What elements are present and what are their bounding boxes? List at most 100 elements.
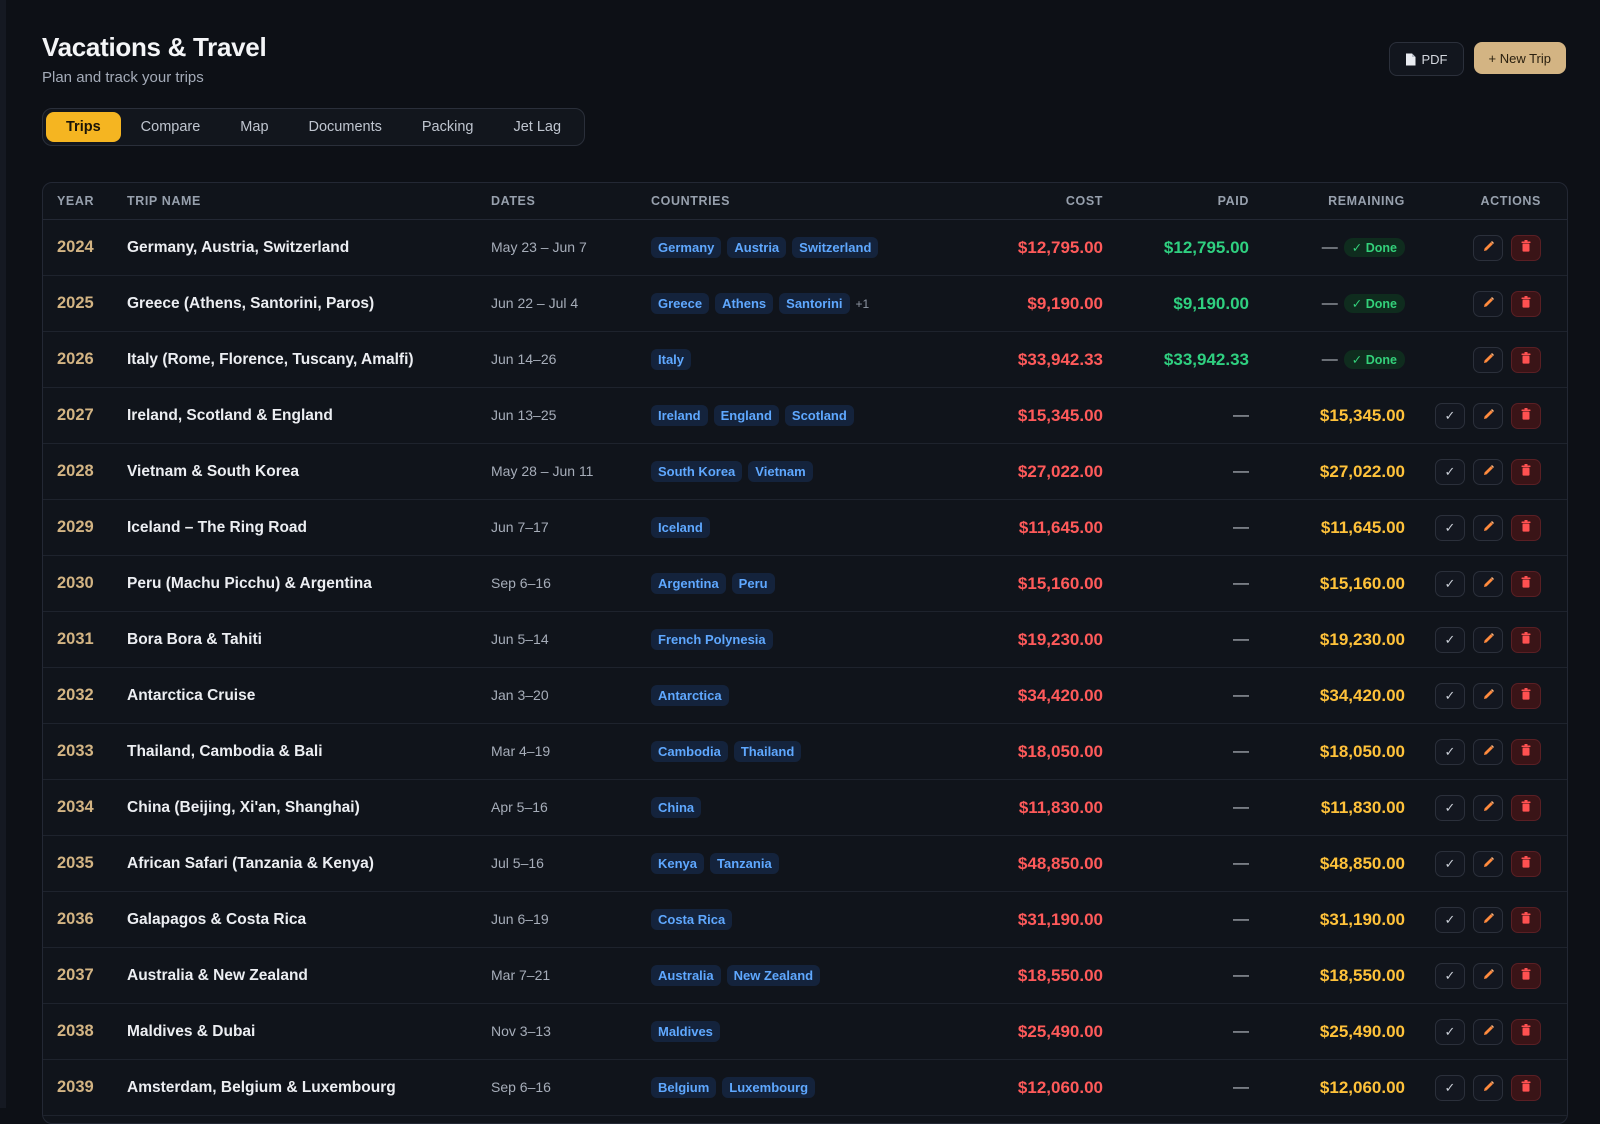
- edit-button[interactable]: [1473, 794, 1503, 821]
- country-chip[interactable]: Antarctica: [651, 685, 729, 706]
- trip-name[interactable]: Greece (Athens, Santorini, Paros): [127, 294, 375, 312]
- table-row[interactable]: 2034 China (Beijing, Xi'an, Shanghai) Apr …: [43, 780, 1567, 836]
- tab-documents[interactable]: Documents: [308, 119, 382, 135]
- country-chip[interactable]: Peru: [731, 573, 775, 594]
- delete-button[interactable]: [1511, 234, 1541, 261]
- delete-button[interactable]: [1511, 850, 1541, 877]
- country-chip[interactable]: Tanzania: [710, 853, 779, 874]
- table-row[interactable]: 2024 Germany, Austria, Switzerland May 23 …: [43, 220, 1567, 276]
- edit-button[interactable]: [1473, 458, 1503, 485]
- table-row[interactable]: 2037 Australia & New Zealand Mar 7–21 Austr…: [43, 948, 1567, 1004]
- trip-name[interactable]: Galapagos & Costa Rica: [127, 910, 307, 928]
- table-row[interactable]: 2026 Italy (Rome, Florence, Tuscany, Amal…: [43, 332, 1567, 388]
- edit-button[interactable]: [1473, 1018, 1503, 1045]
- trip-name[interactable]: African Safari (Tanzania & Kenya): [127, 854, 374, 872]
- country-chip[interactable]: Thailand: [733, 741, 802, 762]
- country-chip[interactable]: New Zealand: [726, 965, 821, 986]
- table-row[interactable]: 2032 Antarctica Cruise Jan 3–20 Antarctica $…: [43, 668, 1567, 724]
- country-chip[interactable]: Luxembourg: [722, 1077, 816, 1098]
- column-header-paid[interactable]: PAID: [1217, 194, 1249, 208]
- delete-button[interactable]: [1511, 458, 1541, 485]
- column-header-year[interactable]: YEAR: [57, 194, 95, 208]
- country-chip[interactable]: Australia: [651, 965, 721, 986]
- country-chip[interactable]: Kenya: [651, 853, 705, 874]
- column-header-countries[interactable]: COUNTRIES: [651, 194, 731, 208]
- mark-paid-button[interactable]: ✓: [1435, 738, 1465, 765]
- delete-button[interactable]: [1511, 290, 1541, 317]
- mark-paid-button[interactable]: ✓: [1435, 1074, 1465, 1101]
- column-header-trip-name[interactable]: TRIP NAME: [127, 194, 201, 208]
- delete-button[interactable]: [1511, 1074, 1541, 1101]
- country-chip[interactable]: Santorini: [779, 293, 850, 314]
- edit-button[interactable]: [1473, 570, 1503, 597]
- table-row[interactable]: 2033 Thailand, Cambodia & Bali Mar 4–19 Cam…: [43, 724, 1567, 780]
- column-header-remaining[interactable]: REMAINING: [1328, 194, 1405, 208]
- mark-paid-button[interactable]: ✓: [1435, 682, 1465, 709]
- country-chip[interactable]: Cambodia: [651, 741, 728, 762]
- edit-button[interactable]: [1473, 234, 1503, 261]
- country-chip[interactable]: Costa Rica: [651, 909, 733, 930]
- trip-name[interactable]: Amsterdam, Belgium & Luxembourg: [127, 1078, 396, 1096]
- table-row[interactable]: 2038 Maldives & Dubai Nov 3–13 Maldives $25,…: [43, 1004, 1567, 1060]
- edit-button[interactable]: [1473, 850, 1503, 877]
- edit-button[interactable]: [1473, 738, 1503, 765]
- country-chip[interactable]: Maldives: [651, 1021, 720, 1042]
- table-row[interactable]: 2025 Greece (Athens, Santorini, Paros) Jun…: [43, 276, 1567, 332]
- table-row[interactable]: 2028 Vietnam & South Korea May 28 – Jun 11…: [43, 444, 1567, 500]
- trip-name[interactable]: Italy (Rome, Florence, Tuscany, Amalfi): [127, 350, 414, 368]
- country-chip[interactable]: Greece: [651, 293, 710, 314]
- country-chip[interactable]: Austria: [727, 237, 787, 258]
- country-chip[interactable]: South Korea: [651, 461, 743, 482]
- delete-button[interactable]: [1511, 346, 1541, 373]
- country-chip[interactable]: England: [713, 405, 779, 426]
- edit-button[interactable]: [1473, 962, 1503, 989]
- table-row[interactable]: 2027 Ireland, Scotland & England Jun 13–25…: [43, 388, 1567, 444]
- table-row[interactable]: 2031 Bora Bora & Tahiti Jun 5–14 French Pol…: [43, 612, 1567, 668]
- trip-name[interactable]: Antarctica Cruise: [127, 686, 256, 704]
- table-row[interactable]: 2030 Peru (Machu Picchu) & Argentina Sep 6…: [43, 556, 1567, 612]
- edit-button[interactable]: [1473, 682, 1503, 709]
- delete-button[interactable]: [1511, 1018, 1541, 1045]
- table-row[interactable]: 2036 Galapagos & Costa Rica Jun 6–19 Costa …: [43, 892, 1567, 948]
- delete-button[interactable]: [1511, 794, 1541, 821]
- country-chip[interactable]: Argentina: [651, 573, 726, 594]
- delete-button[interactable]: [1511, 738, 1541, 765]
- trip-name[interactable]: Peru (Machu Picchu) & Argentina: [127, 574, 372, 592]
- mark-paid-button[interactable]: ✓: [1435, 458, 1465, 485]
- country-chip[interactable]: Scotland: [784, 405, 854, 426]
- edit-button[interactable]: [1473, 402, 1503, 429]
- table-row[interactable]: 2039 Amsterdam, Belgium & Luxembourg Sep 6…: [43, 1060, 1567, 1116]
- delete-button[interactable]: [1511, 570, 1541, 597]
- pdf-button[interactable]: PDF: [1388, 42, 1464, 76]
- country-chip[interactable]: Vietnam: [748, 461, 813, 482]
- delete-button[interactable]: [1511, 402, 1541, 429]
- trip-name[interactable]: Maldives & Dubai: [127, 1022, 256, 1040]
- delete-button[interactable]: [1511, 626, 1541, 653]
- trip-name[interactable]: Bora Bora & Tahiti: [127, 630, 262, 648]
- country-chip[interactable]: Belgium: [651, 1077, 717, 1098]
- table-row[interactable]: 2035 African Safari (Tanzania & Kenya) Jul…: [43, 836, 1567, 892]
- more-countries-count[interactable]: +1: [855, 296, 870, 311]
- trip-name[interactable]: China (Beijing, Xi'an, Shanghai): [127, 798, 360, 816]
- edit-button[interactable]: [1473, 1074, 1503, 1101]
- edit-button[interactable]: [1473, 290, 1503, 317]
- trip-name[interactable]: Australia & New Zealand: [127, 966, 308, 984]
- mark-paid-button[interactable]: ✓: [1435, 402, 1465, 429]
- mark-paid-button[interactable]: ✓: [1435, 626, 1465, 653]
- trip-name[interactable]: Germany, Austria, Switzerland: [127, 238, 350, 256]
- mark-paid-button[interactable]: ✓: [1435, 514, 1465, 541]
- trip-name[interactable]: Ireland, Scotland & England: [127, 406, 333, 424]
- delete-button[interactable]: [1511, 514, 1541, 541]
- delete-button[interactable]: [1511, 682, 1541, 709]
- tab-jet-lag[interactable]: Jet Lag: [513, 119, 562, 135]
- trip-name[interactable]: Thailand, Cambodia & Bali: [127, 742, 323, 760]
- country-chip[interactable]: Italy: [651, 349, 692, 370]
- new-trip-button[interactable]: + New Trip: [1473, 42, 1566, 74]
- delete-button[interactable]: [1511, 962, 1541, 989]
- mark-paid-button[interactable]: ✓: [1435, 962, 1465, 989]
- edit-button[interactable]: [1473, 514, 1503, 541]
- country-chip[interactable]: Athens: [715, 293, 774, 314]
- table-row[interactable]: 2029 Iceland – The Ring Road Jun 7–17 Icela…: [43, 500, 1567, 556]
- tab-compare[interactable]: Compare: [140, 119, 201, 135]
- country-chip[interactable]: Iceland: [651, 517, 710, 538]
